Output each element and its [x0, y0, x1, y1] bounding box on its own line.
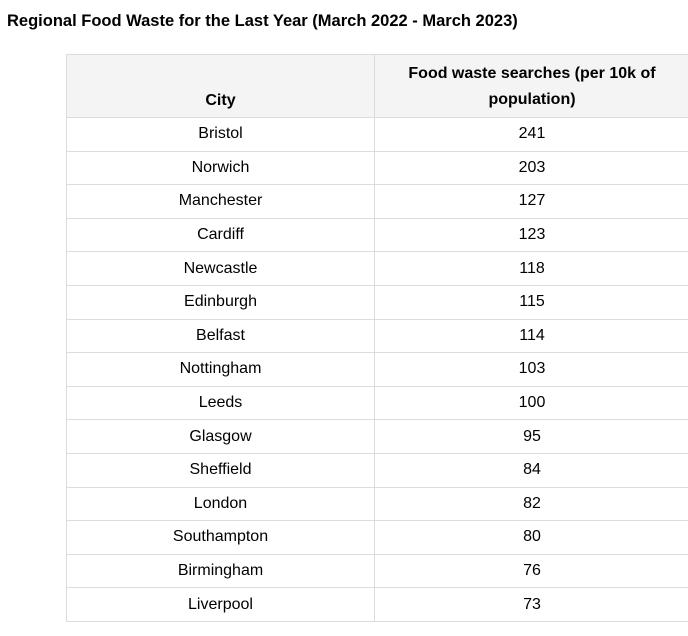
value-cell: 203: [374, 150, 688, 186]
table-row: London 82: [66, 486, 688, 522]
city-cell: Bristol: [66, 117, 375, 152]
city-cell: Nottingham: [66, 352, 375, 387]
city-cell: Newcastle: [66, 251, 375, 286]
page-title: Regional Food Waste for the Last Year (M…: [7, 12, 518, 30]
table-row: Sheffield 84: [66, 452, 688, 488]
value-cell: 100: [374, 385, 688, 421]
city-cell: Manchester: [66, 184, 375, 219]
value-cell: 127: [374, 184, 688, 219]
table-row: Birmingham 76: [66, 553, 688, 589]
value-cell: 76: [374, 553, 688, 589]
city-cell: London: [66, 486, 375, 522]
value-cell: 118: [374, 251, 688, 286]
value-cell: 123: [374, 217, 688, 253]
city-cell: Sheffield: [66, 452, 375, 488]
column-header-food-waste-searches: Food waste searches (per 10k of populati…: [374, 54, 688, 118]
value-cell: 80: [374, 520, 688, 555]
city-cell: Norwich: [66, 150, 375, 186]
city-cell: Birmingham: [66, 553, 375, 589]
table-row: Liverpool 73: [66, 587, 688, 622]
value-cell: 82: [374, 486, 688, 522]
city-cell: Liverpool: [66, 587, 375, 622]
city-cell: Cardiff: [66, 217, 375, 253]
table-row: Leeds 100: [66, 385, 688, 421]
city-cell: Belfast: [66, 318, 375, 354]
table-row: Bristol 241: [66, 117, 688, 152]
value-cell: 95: [374, 419, 688, 454]
column-header-city: City: [66, 54, 375, 118]
city-cell: Edinburgh: [66, 284, 375, 320]
table-row: Norwich 203: [66, 150, 688, 186]
table-row: Newcastle 118: [66, 251, 688, 286]
food-waste-table: City Food waste searches (per 10k of pop…: [66, 54, 688, 622]
value-cell: 103: [374, 352, 688, 387]
value-cell: 73: [374, 587, 688, 622]
table-row: Glasgow 95: [66, 419, 688, 454]
city-cell: Glasgow: [66, 419, 375, 454]
value-cell: 241: [374, 117, 688, 152]
table-row: Cardiff 123: [66, 217, 688, 253]
table-row: Southampton 80: [66, 520, 688, 555]
city-cell: Leeds: [66, 385, 375, 421]
city-cell: Southampton: [66, 520, 375, 555]
table-row: Manchester 127: [66, 184, 688, 219]
table-row: Belfast 114: [66, 318, 688, 354]
value-cell: 84: [374, 452, 688, 488]
value-cell: 114: [374, 318, 688, 354]
table-header-row: City Food waste searches (per 10k of pop…: [66, 54, 688, 118]
table-row: Edinburgh 115: [66, 284, 688, 320]
table-row: Nottingham 103: [66, 352, 688, 387]
value-cell: 115: [374, 284, 688, 320]
